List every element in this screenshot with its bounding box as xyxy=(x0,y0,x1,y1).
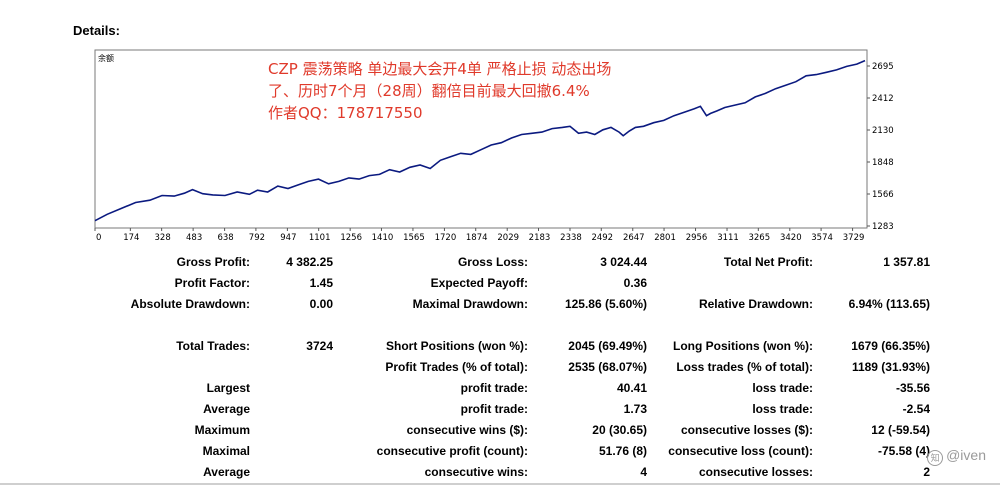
x-tick-label: 1565 xyxy=(403,233,425,243)
maximal-consecutive-loss-value: -75.58 (4) xyxy=(877,444,930,458)
y-tick-label: 1566 xyxy=(872,190,894,200)
loss-trades-value: 1189 (31.93%) xyxy=(851,360,930,374)
maximal-drawdown-value: 125.86 (5.60%) xyxy=(564,297,647,311)
x-tick-label: 3111 xyxy=(717,233,739,243)
long-positions-value: 1679 (66.35%) xyxy=(851,339,930,353)
average-profit-trade-label: profit trade: xyxy=(460,402,528,416)
maximal-consecutive-profit-label: consecutive profit (count): xyxy=(376,444,528,458)
relative-drawdown-label: Relative Drawdown: xyxy=(698,297,813,311)
short-positions-label: Short Positions (won %): xyxy=(386,339,528,353)
max-consecutive-wins-label: consecutive wins ($): xyxy=(406,423,528,437)
profit-factor-label: Profit Factor: xyxy=(174,276,250,290)
largest-label: Largest xyxy=(206,381,250,395)
x-tick-label: 2956 xyxy=(686,233,708,243)
x-tick-label: 2801 xyxy=(654,233,676,243)
balance-series-line xyxy=(94,59,866,222)
total-trades-label: Total Trades: xyxy=(176,339,250,353)
total-trades-value: 3724 xyxy=(306,339,333,353)
short-positions-value: 2045 (69.49%) xyxy=(568,339,647,353)
x-tick-label: 1256 xyxy=(340,233,362,243)
max-consecutive-losses-label: consecutive losses ($): xyxy=(680,423,813,437)
x-tick-label: 2492 xyxy=(591,233,613,243)
expected-payoff-label: Expected Payoff: xyxy=(430,276,528,290)
maximum-label: Maximum xyxy=(194,423,250,437)
x-axis: 0 174 328 483 638 792 947 1101 1256 1410 1565 1720 1… xyxy=(94,228,865,243)
average-consecutive-losses-value: 2 xyxy=(923,465,930,479)
profit-factor-value: 1.45 xyxy=(309,276,333,290)
maximal-drawdown-label: Maximal Drawdown: xyxy=(412,297,528,311)
average-consecutive-wins-value: 4 xyxy=(640,465,647,479)
expected-payoff-value: 0.36 xyxy=(623,276,647,290)
average-label: Average xyxy=(203,402,250,416)
absolute-drawdown-label: Absolute Drawdown: xyxy=(130,297,250,311)
y-tick-label: 1848 xyxy=(872,158,894,168)
profit-trades-value: 2535 (68.07%) xyxy=(568,360,647,374)
maximal-consecutive-profit-value: 51.76 (8) xyxy=(598,444,647,458)
x-tick-label: 483 xyxy=(186,233,202,243)
x-tick-label: 1101 xyxy=(309,233,331,243)
largest-profit-trade-value: 40.41 xyxy=(616,381,647,395)
chart-plot-area xyxy=(94,49,868,229)
maximal-consecutive-loss-label: consecutive loss (count): xyxy=(668,444,813,458)
watermark: 知 @iven xyxy=(927,447,986,466)
x-tick-label: 3729 xyxy=(843,233,865,243)
y-tick-label: 1283 xyxy=(872,222,894,232)
x-tick-label: 3265 xyxy=(748,233,770,243)
bottom-divider xyxy=(0,483,1000,485)
gross-profit-value: 4 382.25 xyxy=(286,255,333,269)
y-axis: 1283 1566 1848 2130 2412 2695 xyxy=(867,62,894,232)
average-consecutive-wins-label: consecutive wins: xyxy=(424,465,528,479)
x-tick-label: 947 xyxy=(280,233,296,243)
average-consecutive-label: Average xyxy=(203,465,250,479)
x-tick-label: 792 xyxy=(249,233,265,243)
chart-annotation-line-2: 了、历时7个月（28周）翻倍目前最大回撤6.4% xyxy=(268,82,590,100)
x-tick-label: 1410 xyxy=(372,233,394,243)
x-tick-label: 3574 xyxy=(811,233,833,243)
x-tick-label: 638 xyxy=(217,233,233,243)
maximal-label: Maximal xyxy=(202,444,250,458)
chart-annotation-line-1: CZP 震荡策略 单边最大会开4单 严格止损 动态出场 xyxy=(268,60,611,78)
gross-loss-value: 3 024.44 xyxy=(600,255,647,269)
x-tick-label: 174 xyxy=(123,233,139,243)
average-consecutive-losses-label: consecutive losses: xyxy=(698,465,813,479)
y-tick-label: 2130 xyxy=(872,126,894,136)
x-tick-label: 2647 xyxy=(623,233,645,243)
profit-trades-label: Profit Trades (% of total): xyxy=(385,360,528,374)
relative-drawdown-value: 6.94% (113.65) xyxy=(848,297,930,311)
average-loss-trade-value: -2.54 xyxy=(902,402,930,416)
y-tick-label: 2695 xyxy=(872,62,894,72)
total-net-profit-label: Total Net Profit: xyxy=(723,255,813,269)
absolute-drawdown-value: 0.00 xyxy=(309,297,333,311)
max-consecutive-wins-value: 20 (30.65) xyxy=(592,423,647,437)
gross-loss-label: Gross Loss: xyxy=(457,255,528,269)
long-positions-label: Long Positions (won %): xyxy=(673,339,813,353)
x-tick-label: 2029 xyxy=(497,233,519,243)
chart-legend-label: 余额 xyxy=(98,53,114,63)
y-tick-label: 2412 xyxy=(872,94,894,104)
x-tick-label: 328 xyxy=(155,233,171,243)
largest-loss-trade-value: -35.56 xyxy=(895,381,930,395)
largest-loss-trade-label: loss trade: xyxy=(752,381,813,395)
largest-profit-trade-label: profit trade: xyxy=(460,381,528,395)
balance-chart: 余额 CZP 震荡策略 单边最大会开4单 严格止损 动态出场 了、历时7个月（2… xyxy=(94,49,894,243)
chart-annotation-line-3: 作者QQ：178717550 xyxy=(268,104,423,122)
x-tick-label: 0 xyxy=(96,233,101,243)
x-tick-label: 3420 xyxy=(780,233,802,243)
x-tick-label: 2183 xyxy=(529,233,551,243)
loss-trades-label: Loss trades (% of total): xyxy=(676,360,813,374)
gross-profit-label: Gross Profit: xyxy=(176,255,250,269)
max-consecutive-losses-value: 12 (-59.54) xyxy=(871,423,930,437)
details-title: Details: xyxy=(73,23,120,38)
watermark-text: @iven xyxy=(946,447,986,463)
x-tick-label: 1874 xyxy=(466,233,488,243)
x-tick-label: 2338 xyxy=(560,233,582,243)
x-tick-label: 1720 xyxy=(435,233,457,243)
average-loss-trade-label: loss trade: xyxy=(752,402,813,416)
watermark-icon: 知 xyxy=(927,450,944,466)
average-profit-trade-value: 1.73 xyxy=(623,402,647,416)
total-net-profit-value: 1 357.81 xyxy=(883,255,930,269)
